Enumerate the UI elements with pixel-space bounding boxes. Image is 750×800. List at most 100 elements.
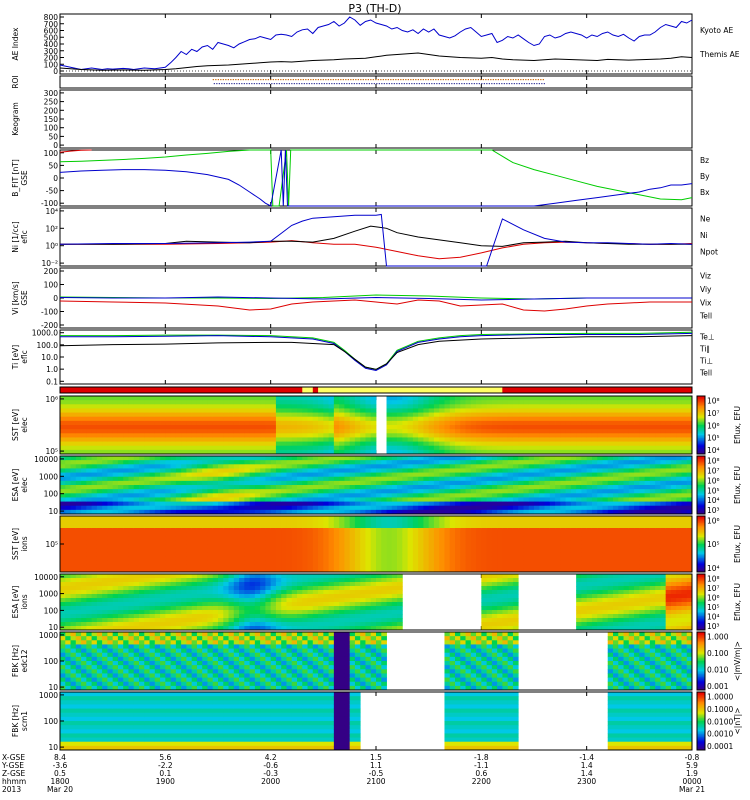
roi-mark: [321, 83, 323, 85]
spectrogram-cell: [518, 404, 524, 409]
spectrogram-cell: [323, 396, 329, 401]
spectrogram-cell: [649, 480, 656, 486]
spectrogram-cell: [212, 485, 219, 490]
colorbar-cell: [697, 426, 705, 429]
spectrogram-cell: [117, 480, 124, 486]
spectrogram-cell: [439, 429, 445, 434]
spectrogram-cell: [144, 400, 150, 405]
spectrogram-cell: [491, 509, 498, 515]
spectrogram-cell: [418, 516, 424, 521]
spectrogram-cell: [186, 501, 193, 507]
spectrogram-cell: [233, 412, 240, 418]
spectrogram-cell: [233, 425, 240, 430]
spectrogram-cell: [591, 437, 598, 442]
roi-mark: [380, 79, 382, 81]
spectrogram-cell: [312, 505, 319, 511]
colorbar-cell: [697, 470, 705, 473]
spectrogram-cell: [560, 396, 566, 401]
roi-mark: [462, 79, 464, 81]
spectrogram-cell: [639, 489, 645, 494]
spectrogram-cell: [160, 489, 166, 494]
spectrogram-cell: [660, 509, 667, 515]
spectrogram-cell: [154, 412, 161, 418]
spectrogram-cell: [470, 505, 477, 511]
spectrogram-cell: [196, 544, 203, 549]
spectrogram-cell: [602, 449, 609, 455]
spectrogram-cell: [655, 408, 661, 413]
spectrogram-cell: [128, 396, 135, 401]
spectrogram-cell: [607, 480, 614, 486]
spectrogram-cell: [123, 501, 129, 507]
spectrogram-cell: [102, 404, 108, 409]
spectrogram-cell: [107, 489, 114, 494]
spectrogram-cell: [65, 456, 71, 461]
spectrogram-cell: [128, 425, 135, 430]
spectrogram-cell: [112, 544, 119, 549]
spectrogram-cell: [323, 449, 329, 455]
spectrogram-cell: [444, 489, 451, 494]
spectrogram-cell: [70, 520, 77, 525]
spectrogram-cell: [175, 560, 182, 565]
spectrogram-cell: [239, 560, 245, 565]
spectrogram-cell: [312, 408, 319, 413]
spectrogram-cell: [144, 497, 150, 502]
spectrogram-cell: [144, 396, 150, 401]
spectrogram-cell: [70, 412, 77, 418]
spectrogram-cell: [212, 524, 219, 529]
spectrogram-cell: [160, 460, 166, 465]
spectrogram-cell: [507, 408, 514, 413]
spectrogram-cell: [391, 429, 398, 434]
spectrogram-cell: [318, 564, 324, 569]
spectrogram-cell: [102, 548, 108, 553]
spectrogram-cell: [360, 544, 366, 549]
spectrogram-cell: [139, 497, 145, 502]
spectrogram-cell: [175, 468, 182, 473]
roi-mark: [388, 83, 390, 85]
spectrogram-cell: [81, 445, 87, 451]
spectrogram-cell: [65, 412, 71, 418]
spectrogram-cell: [254, 480, 261, 486]
spectrogram-cell: [96, 532, 103, 537]
spectrogram-cell: [70, 485, 77, 490]
spectrogram-cell: [365, 456, 372, 461]
spectrogram-cell: [402, 408, 408, 413]
roi-mark: [416, 83, 418, 85]
spectrogram-cell: [512, 480, 519, 486]
spectrogram-cell: [570, 460, 577, 465]
spectrogram-cell: [402, 509, 408, 515]
spectrogram-cell: [639, 425, 645, 430]
spectrogram-cell: [365, 497, 372, 502]
spectrogram-cell: [407, 464, 414, 469]
spectrogram-cell: [344, 472, 351, 478]
spectrogram-cell: [365, 536, 372, 541]
spectrogram-cell: [665, 472, 672, 478]
spectrogram-cell: [275, 441, 282, 447]
spectrogram-cell: [507, 416, 514, 422]
roi-mark: [393, 83, 395, 85]
y-tick-label: 10²: [45, 224, 58, 233]
roi-mark: [265, 79, 267, 81]
roi-mark: [418, 83, 420, 85]
spectrogram-cell: [260, 528, 266, 533]
spectrogram-cell: [507, 441, 514, 447]
spectrogram-cell: [470, 501, 477, 507]
spectrogram-cell: [302, 548, 308, 553]
spectrogram-cell: [581, 449, 588, 455]
spectrogram-cell: [265, 445, 272, 451]
spectrogram-cell: [381, 501, 387, 507]
spectrogram-cell: [160, 536, 166, 541]
spectrogram-cell: [170, 400, 177, 405]
roi-mark: [523, 83, 525, 85]
spectrogram-cell: [339, 408, 345, 413]
spectrogram-cell: [81, 396, 87, 401]
spectrogram-cell: [365, 556, 372, 561]
spectrogram-cell: [228, 441, 235, 447]
spectrogram-cell: [281, 408, 287, 413]
spectrogram-cell: [270, 437, 277, 442]
spectrogram-cell: [397, 408, 403, 413]
spectrogram-cell: [81, 540, 87, 545]
spectrogram-cell: [407, 564, 414, 569]
roi-mark: [297, 79, 299, 81]
spectrogram-cell: [91, 396, 98, 401]
spectrogram-cell: [260, 544, 266, 549]
